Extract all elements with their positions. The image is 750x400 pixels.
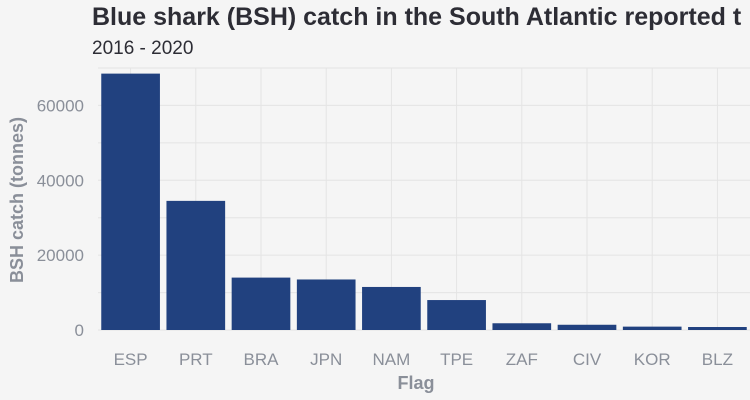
bar-civ: [557, 324, 617, 330]
bar-kor: [622, 326, 682, 330]
x-tick-label: JPN: [310, 350, 342, 369]
bar-nam: [362, 286, 421, 330]
x-tick-label: KOR: [634, 350, 671, 369]
chart-title: Blue shark (BSH) catch in the South Atla…: [92, 3, 742, 31]
bar-prt: [166, 200, 226, 330]
x-tick-label: PRT: [179, 350, 213, 369]
x-tick-label: TPE: [440, 350, 473, 369]
x-tick-label: ZAF: [506, 350, 538, 369]
bar-jpn: [296, 279, 356, 330]
bar-zaf: [492, 323, 552, 330]
bar-tpe: [427, 300, 486, 330]
y-axis-ticks: 0 20000 40000 60000: [37, 96, 84, 340]
x-tick-label: ESP: [114, 350, 148, 369]
y-axis-title: BSH catch (tonnes): [7, 117, 27, 283]
y-tick-label: 0: [75, 321, 84, 340]
x-tick-label: CIV: [573, 350, 602, 369]
x-tick-label: BRA: [244, 350, 280, 369]
bar-bra: [231, 277, 291, 330]
y-tick-label: 60000: [37, 96, 84, 115]
x-axis-title: Flag: [397, 373, 434, 393]
y-tick-label: 20000: [37, 246, 84, 265]
y-tick-label: 40000: [37, 171, 84, 190]
bars: [101, 73, 747, 330]
bar-esp: [101, 73, 160, 330]
chart-subtitle: 2016 - 2020: [92, 38, 194, 59]
x-tick-label: NAM: [373, 350, 411, 369]
x-tick-label: BLZ: [702, 350, 733, 369]
bar-blz: [688, 327, 747, 330]
x-axis-ticks: ESP PRT BRA JPN NAM TPE ZAF CIV KOR BLZ: [114, 350, 733, 369]
